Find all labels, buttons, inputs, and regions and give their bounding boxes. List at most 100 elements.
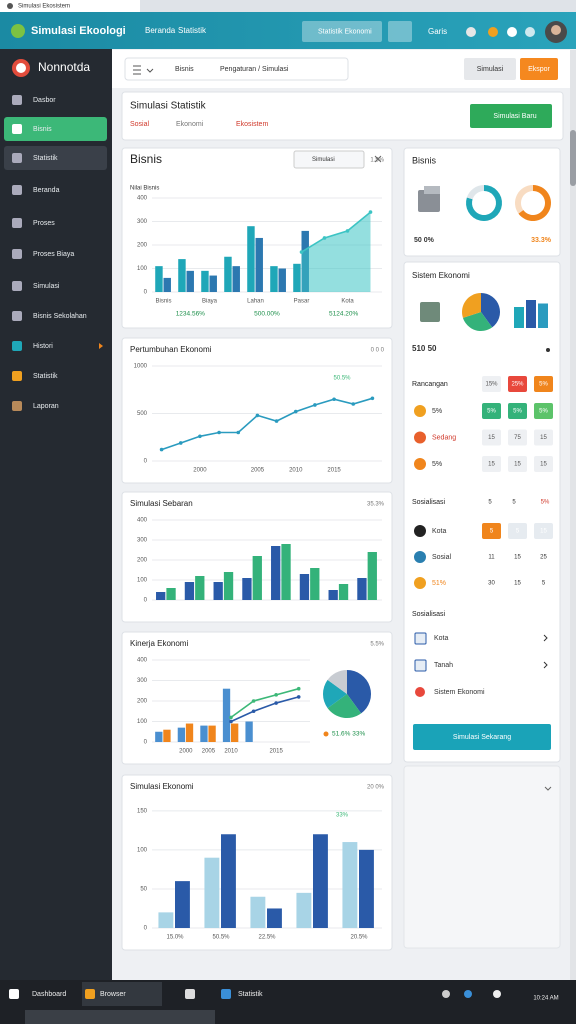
- point: [178, 441, 183, 445]
- chart-title: Simulasi Ekonomi: [130, 782, 194, 791]
- active-item[interactable]: [4, 117, 107, 141]
- x-tick-label: 15.0%: [166, 935, 184, 941]
- cell: 5%: [513, 409, 522, 415]
- tab[interactable]: [0, 0, 140, 12]
- x-tick-label: Lahan: [247, 299, 264, 305]
- chart-subtitle: Nilai Bisnis: [130, 186, 159, 192]
- item-icon: [415, 687, 425, 697]
- menu-icon: [12, 401, 22, 411]
- y-tick-label: 1000: [134, 364, 148, 370]
- menu-item[interactable]: Laporan: [33, 403, 59, 410]
- menu-item[interactable]: Bisnis Sekolahan: [33, 313, 87, 320]
- icon-button[interactable]: [388, 21, 412, 42]
- search-text: Simulasi: [312, 157, 335, 163]
- y-tick-label: 200: [137, 558, 148, 564]
- menu-item[interactable]: Proses: [33, 220, 55, 227]
- search-box[interactable]: [293, 150, 365, 169]
- nav-link[interactable]: Statistik: [178, 26, 207, 35]
- menu-icon: [12, 371, 22, 381]
- search-box[interactable]: [302, 21, 382, 42]
- point: [332, 397, 336, 402]
- bar: [299, 574, 310, 600]
- bar: [250, 896, 266, 928]
- menu-item[interactable]: Statistik: [33, 373, 58, 380]
- bar: [175, 881, 190, 928]
- stat: 50 0%: [414, 237, 435, 244]
- row-label: 51%: [432, 580, 446, 587]
- menu-item[interactable]: Dasbor: [33, 97, 56, 104]
- taskbar-item[interactable]: Dashboard: [32, 991, 66, 998]
- menu-icon: [12, 124, 22, 134]
- pie-slice: [481, 293, 501, 328]
- x-tick-label: 2015: [269, 749, 283, 755]
- button[interactable]: [520, 58, 558, 80]
- clock: 10:24 AM: [533, 996, 558, 1002]
- page-title: Simulasi Statistik: [130, 101, 207, 112]
- taskbar-icon: [85, 989, 95, 999]
- pill: [482, 549, 501, 565]
- menu-item[interactable]: Bisnis: [33, 126, 52, 133]
- bar: [270, 266, 278, 292]
- tab-bar: [0, 0, 576, 12]
- cell: 15: [540, 462, 547, 468]
- taskbar-item[interactable]: Browser: [100, 991, 126, 998]
- footer-value: 500.00%: [254, 311, 280, 318]
- pill: [508, 403, 527, 419]
- filter-box[interactable]: [124, 57, 349, 81]
- cell: 15: [540, 435, 547, 441]
- hover-item[interactable]: [4, 146, 107, 170]
- bar: [185, 723, 194, 742]
- point: [251, 709, 256, 714]
- menu-item[interactable]: Beranda: [33, 187, 60, 194]
- y-tick-label: 400: [137, 518, 148, 524]
- primary-button[interactable]: [470, 104, 552, 128]
- bar: [209, 275, 217, 292]
- bar: [155, 731, 163, 742]
- pill: [534, 549, 553, 565]
- y-tick-label: 400: [137, 658, 148, 664]
- row-label: Sedang: [432, 434, 456, 441]
- list-item[interactable]: Tanah: [434, 662, 453, 669]
- icon-cube: [418, 190, 440, 212]
- x-tick-label: Bisnis: [155, 299, 171, 305]
- footer-value: 5124.20%: [329, 311, 358, 318]
- icon-cube-top: [424, 186, 440, 194]
- bar: [177, 727, 186, 742]
- cell: 5%: [539, 409, 548, 415]
- menu-icon: [12, 218, 22, 228]
- pill: [508, 456, 527, 472]
- menu-item[interactable]: Statistik: [33, 155, 58, 162]
- primary-button[interactable]: [413, 724, 551, 750]
- bar: [184, 582, 195, 600]
- x-tick-label: 2005: [202, 749, 216, 755]
- taskbar-item[interactable]: Statistik: [238, 991, 263, 998]
- menu-item[interactable]: Simulasi: [33, 283, 60, 290]
- x-tick-label: Pasar: [294, 299, 310, 305]
- menu-icon: [12, 185, 22, 195]
- point: [217, 430, 221, 435]
- point: [274, 419, 279, 423]
- y-tick-label: 100: [137, 578, 148, 584]
- x-tick-label: 50.5%: [212, 935, 230, 941]
- breadcrumb: Pengaturan / Simulasi: [220, 66, 289, 73]
- bar: [281, 544, 291, 600]
- cell: 75: [514, 435, 521, 441]
- point: [368, 210, 373, 214]
- chart-corner: 20 0%: [367, 785, 385, 791]
- bar: [267, 908, 282, 928]
- menu-icon: [12, 341, 22, 351]
- list-item[interactable]: Sistem Ekonomi: [434, 689, 485, 696]
- taskbar-search: [25, 1010, 215, 1024]
- button[interactable]: [464, 58, 516, 80]
- list-item[interactable]: Kota: [434, 635, 449, 642]
- menu-icon: [12, 281, 22, 291]
- bar: [310, 568, 320, 600]
- cell: 15: [488, 462, 495, 468]
- menu-item[interactable]: Histori: [33, 343, 53, 350]
- nav-link[interactable]: Beranda: [145, 26, 176, 35]
- avatar-face: [551, 25, 561, 35]
- menu-item[interactable]: Proses Biaya: [33, 251, 74, 258]
- card: [403, 765, 561, 949]
- taskbar-icon: [9, 989, 19, 999]
- point: [274, 701, 278, 705]
